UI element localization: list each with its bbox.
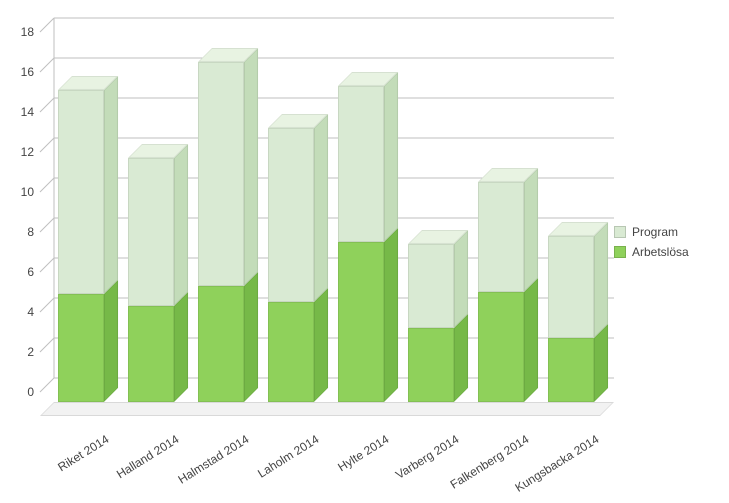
legend-label: Program: [632, 225, 678, 239]
legend-swatch-icon: [614, 226, 626, 238]
y-tick-label: 4: [10, 305, 34, 319]
bars-container: [40, 42, 600, 402]
legend-label: Arbetslösa: [632, 245, 689, 259]
x-tick-label: Varberg 2014: [393, 432, 461, 482]
y-tick-label: 10: [10, 185, 34, 199]
legend: Program Arbetslösa: [614, 225, 689, 265]
y-tick-label: 0: [10, 385, 34, 399]
y-tick-label: 18: [10, 25, 34, 39]
y-tick-label: 8: [10, 225, 34, 239]
x-tick-label: Riket 2014: [55, 432, 111, 474]
x-tick-label: Halland 2014: [114, 432, 181, 481]
legend-item-program: Program: [614, 225, 689, 239]
x-tick-label: Halmstad 2014: [176, 432, 252, 487]
y-tick-label: 2: [10, 345, 34, 359]
plot-area: 024681012141618 Riket 2014Halland 2014Ha…: [40, 20, 600, 440]
stacked-bar-chart: 0 2 4 6 8 10 12 14 16 18 Riket 2014Halland 2014Ha…: [0, 0, 729, 503]
y-tick-label: 16: [10, 65, 34, 79]
legend-swatch-icon: [614, 246, 626, 258]
x-tick-label: Laholm 2014: [255, 432, 321, 481]
chart-floor: [40, 402, 614, 416]
y-tick-label: 6: [10, 265, 34, 279]
y-tick-label: 14: [10, 105, 34, 119]
x-tick-label: Hylte 2014: [335, 432, 391, 474]
legend-item-arbetslosa: Arbetslösa: [614, 245, 689, 259]
y-tick-label: 12: [10, 145, 34, 159]
